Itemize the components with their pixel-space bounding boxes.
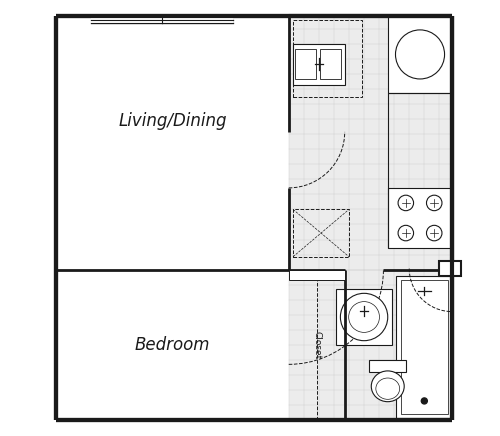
Bar xyxy=(293,20,362,98)
Bar xyxy=(388,16,452,93)
Circle shape xyxy=(340,293,388,341)
Bar xyxy=(293,44,344,85)
Bar xyxy=(288,269,344,280)
Text: Closet: Closet xyxy=(312,331,321,359)
Bar xyxy=(90,16,233,24)
Bar xyxy=(320,49,341,79)
Bar xyxy=(388,188,452,248)
Bar xyxy=(440,261,461,276)
Bar xyxy=(370,360,406,372)
Text: Living/Dining: Living/Dining xyxy=(118,112,227,130)
Text: Bedroom: Bedroom xyxy=(135,336,210,354)
Bar xyxy=(90,14,233,24)
Bar xyxy=(288,269,452,420)
Bar xyxy=(336,289,392,345)
Bar xyxy=(293,209,349,257)
Circle shape xyxy=(422,398,428,404)
Circle shape xyxy=(348,302,380,332)
Bar xyxy=(288,16,452,269)
Bar xyxy=(295,49,316,79)
Ellipse shape xyxy=(376,378,400,399)
Bar xyxy=(396,276,452,418)
Ellipse shape xyxy=(372,371,404,402)
Bar xyxy=(400,280,448,414)
